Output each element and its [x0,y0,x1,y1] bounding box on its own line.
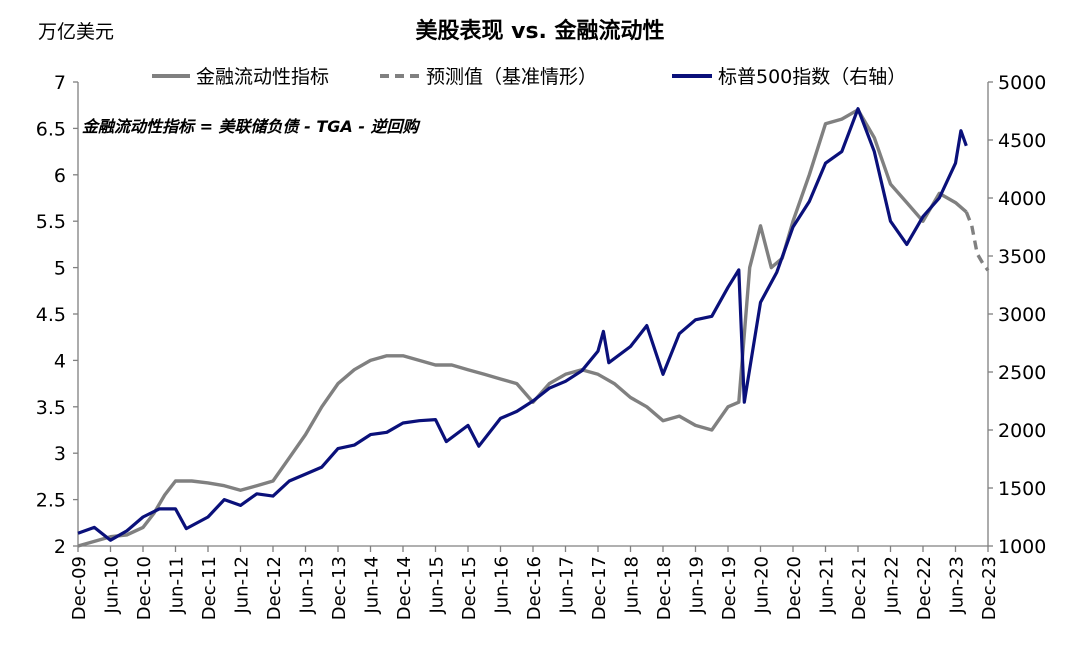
left-tick-label: 5 [54,258,66,280]
x-tick-label: Jun-23 [947,556,968,615]
x-tick-label: Dec-10 [134,556,155,620]
x-tick-label: Dec-20 [784,556,805,620]
x-tick-label: Dec-15 [459,556,480,620]
x-tick-label: Jun-19 [687,556,708,615]
chart-title: 美股表现 vs. 金融流动性 [415,18,664,44]
liquidity-series-line [77,108,968,548]
x-tick-label: Dec-21 [849,556,870,620]
x-tick-label: Dec-14 [394,556,415,620]
right-tick-label: 4500 [998,130,1046,152]
x-tick-label: Jun-12 [232,556,253,615]
left-tick-label: 4 [54,350,66,372]
formula-annotation: 金融流动性指标 = 美联储负债 - TGA - 逆回购 [82,117,422,136]
right-tick-label: 1500 [998,478,1046,500]
x-tick-label: Jun-14 [362,556,383,615]
plot-area [77,107,990,548]
x-tick-label: Jun-13 [297,556,318,615]
x-tick-label: Dec-22 [914,556,935,620]
right-tick-label: 1000 [998,536,1046,558]
x-tick-label: Dec-18 [654,556,675,620]
right-tick-label: 3000 [998,304,1046,326]
x-tick-label: Jun-22 [882,556,903,615]
legend-label-forecast: 预测值（基准情形） [426,66,597,88]
left-tick-label: 7 [54,72,66,94]
x-tick-label: Jun-21 [817,556,838,615]
left-tick-label: 2 [54,536,66,558]
left-tick-label: 2.5 [36,490,66,512]
x-tick-label: Dec-17 [589,556,610,620]
x-tick-label: Dec-11 [199,556,220,620]
x-tick-label: Dec-19 [719,556,740,620]
x-tick-label: Jun-18 [622,556,643,615]
unit-label: 万亿美元 [38,21,114,43]
right-tick-label: 4000 [998,188,1046,210]
x-tick-label: Jun-15 [427,556,448,615]
left-tick-label: 6 [54,165,66,187]
left-tick-label: 6.5 [36,118,66,140]
x-tick-label: Jun-16 [492,556,513,615]
x-tick-label: Jun-17 [557,556,578,615]
x-tick-label: Dec-13 [329,556,350,620]
x-tick-label: Jun-10 [102,556,123,615]
left-tick-label: 4.5 [36,304,66,326]
x-tick-label: Jun-20 [752,556,773,615]
left-tick-label: 5.5 [36,211,66,233]
x-tick-label: Jun-11 [167,556,188,615]
forecast-series-line [964,211,990,272]
legend: 金融流动性指标 预测值（基准情形） 标普500指数（右轴） [152,66,906,88]
x-tick-label: Dec-12 [264,556,285,620]
legend-label-sp500: 标普500指数（右轴） [718,66,906,88]
right-tick-label: 2000 [998,420,1046,442]
left-tick-label: 3 [54,443,66,465]
right-tick-label: 5000 [998,72,1046,94]
x-tick-label: Dec-23 [979,556,1000,620]
right-tick-label: 3500 [998,246,1046,268]
left-tick-label: 3.5 [36,397,66,419]
right-tick-label: 2500 [998,362,1046,384]
legend-label-liquidity: 金融流动性指标 [196,66,329,88]
sp500-series-line [77,107,968,542]
x-tick-label: Dec-09 [69,556,90,620]
axes: 2 2.5 3 3.5 4 4.5 5 5.5 6 6.5 7 1000 1500 2000 2500 300… [36,72,1047,620]
x-tick-label: Dec-16 [524,556,545,620]
